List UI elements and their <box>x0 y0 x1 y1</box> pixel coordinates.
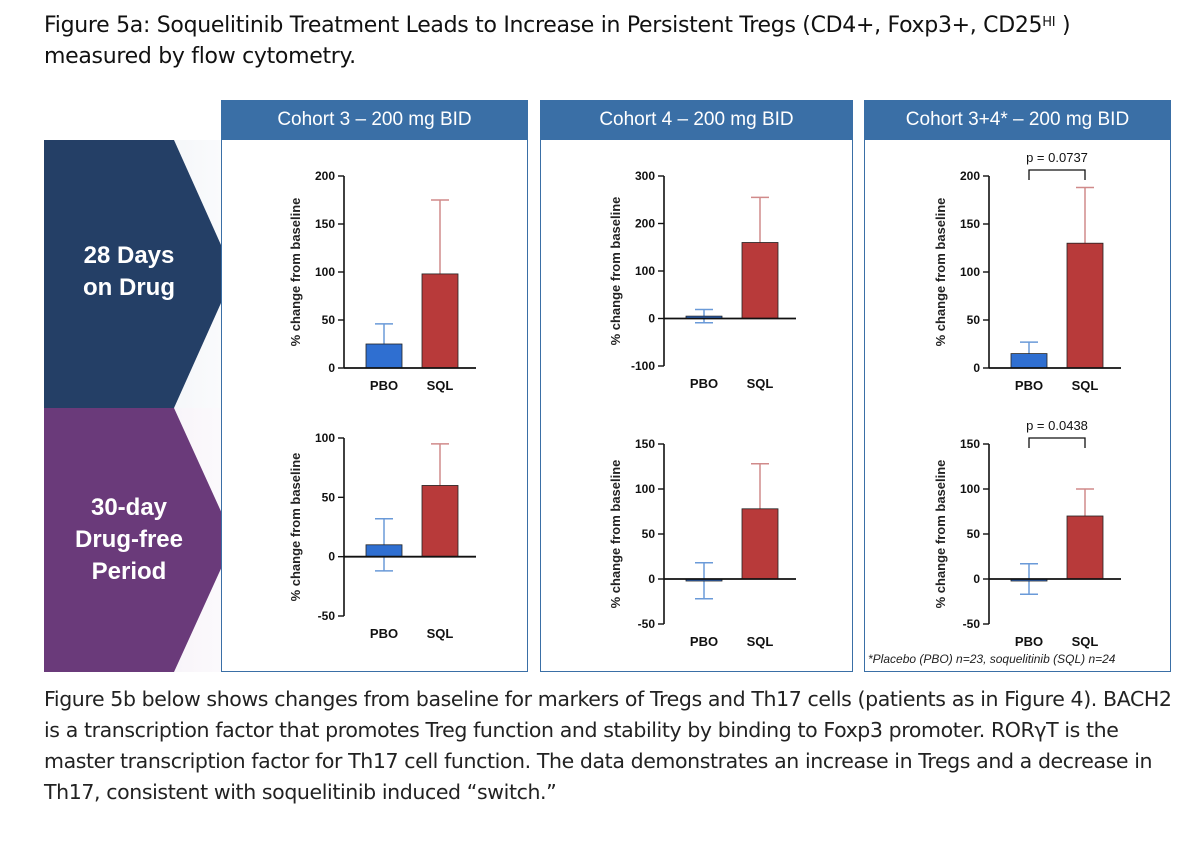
row-label-drug-free: 30-day Drug-free Period <box>44 492 214 588</box>
y-tick-label: 50 <box>642 527 656 541</box>
y-tick-label: 0 <box>973 572 980 586</box>
x-tick-label-pbo: PBO <box>370 378 398 393</box>
y-tick-label: 0 <box>973 361 980 375</box>
row-label-line: 28 Days <box>83 242 175 269</box>
bar-sql <box>1066 242 1104 369</box>
p-value-label: p = 0.0438 <box>1026 418 1088 433</box>
y-axis-label: % change from baseline <box>608 197 623 346</box>
x-tick-label-pbo: PBO <box>690 376 718 391</box>
y-axis-label: % change from baseline <box>288 198 303 347</box>
y-tick-label: 50 <box>322 313 336 327</box>
figure-title-close: ) <box>1055 13 1071 38</box>
figure-title-line2: measured by flow cytometry. <box>44 44 356 69</box>
row-label-line: on Drug <box>83 274 175 301</box>
bar-sql <box>741 508 779 580</box>
y-tick-label: 200 <box>635 217 655 231</box>
y-tick-label: 150 <box>315 217 335 231</box>
y-tick-label: 100 <box>315 265 335 279</box>
y-tick-label: 100 <box>635 482 655 496</box>
y-tick-label: 100 <box>635 264 655 278</box>
x-tick-label-pbo: PBO <box>1015 634 1043 649</box>
bar-chart-cohort-4-drug-free: % change from baseline -50 0 50 100 150 PBO SQL <box>608 437 796 649</box>
y-tick-label: 200 <box>960 169 980 183</box>
x-tick-label-sql: SQL <box>747 634 774 649</box>
y-tick-label: 150 <box>960 217 980 231</box>
y-axis-label: % change from baseline <box>933 198 948 347</box>
y-tick-label: 150 <box>635 437 655 451</box>
bar-sql <box>421 485 459 558</box>
figure-panel-area: 28 Days on Drug 30-day Drug-free Period … <box>44 100 1174 675</box>
row-label-line: 30-day <box>90 494 168 521</box>
y-axis-label: % change from baseline <box>933 460 948 609</box>
y-tick-label: -50 <box>638 617 656 631</box>
column-header-cohort-3-4: Cohort 3+4* – 200 mg BID <box>864 100 1171 140</box>
x-tick-label-sql: SQL <box>1072 378 1099 393</box>
y-tick-label: -100 <box>631 359 655 373</box>
bar-sql <box>421 273 459 369</box>
x-tick-label-sql: SQL <box>427 378 454 393</box>
y-axis-label: % change from baseline <box>288 453 303 602</box>
bar-chart-cohort-3-drug-free: % change from baseline -50 0 50 100 PBO SQL <box>288 431 476 641</box>
column-frame-cohort-4 <box>540 140 853 672</box>
row-label-line: Drug-free <box>74 526 183 553</box>
bar-pbo <box>365 343 403 369</box>
y-tick-label: 200 <box>315 169 335 183</box>
y-axis-label: % change from baseline <box>608 460 623 609</box>
figure-title-main: Figure 5a: Soquelitinib Treatment Leads … <box>44 13 1043 38</box>
x-tick-label-sql: SQL <box>427 626 454 641</box>
significance-bracket <box>1028 169 1086 180</box>
y-tick-label: -50 <box>963 617 981 631</box>
bar-chart-cohort-3-4-28-days: % change from baseline 0 50 100 150 200 PBO SQL… <box>933 150 1121 393</box>
column-header-cohort-3: Cohort 3 – 200 mg BID <box>221 100 528 140</box>
x-tick-label-pbo: PBO <box>690 634 718 649</box>
footnote: *Placebo (PBO) n=23, soquelitinib (SQL) … <box>868 652 1116 666</box>
y-tick-label: 0 <box>648 572 655 586</box>
x-tick-label-sql: SQL <box>1072 634 1099 649</box>
row-label-28-days: 28 Days on Drug <box>44 240 214 304</box>
bar-pbo <box>1010 353 1048 369</box>
column-frame-cohort-3-4 <box>864 140 1171 672</box>
x-tick-label-pbo: PBO <box>1015 378 1043 393</box>
y-tick-label: 100 <box>960 265 980 279</box>
significance-bracket <box>1028 437 1086 448</box>
bar-chart-cohort-3-4-drug-free: % change from baseline -50 0 50 100 150 PBO SQL… <box>933 418 1121 649</box>
figure-title: Figure 5a: Soquelitinib Treatment Leads … <box>44 10 1174 72</box>
y-tick-label: 0 <box>648 312 655 326</box>
y-tick-label: 50 <box>967 527 981 541</box>
y-tick-label: 0 <box>328 550 335 564</box>
bar-sql <box>741 242 779 319</box>
figure-title-superscript: HI <box>1042 15 1056 30</box>
row-label-line: Period <box>91 558 167 585</box>
bar-chart-cohort-3-28-days: % change from baseline 0 50 100 150 200 PBO SQL <box>288 169 476 393</box>
y-tick-label: 50 <box>967 313 981 327</box>
y-tick-label: 0 <box>328 361 335 375</box>
bar-chart-cohort-4-28-days: % change from baseline -100 0 100 200 300 PBO S… <box>608 169 796 391</box>
y-tick-label: 50 <box>322 490 336 504</box>
bar-pbo <box>365 544 403 558</box>
y-tick-label: 100 <box>960 482 980 496</box>
p-value-label: p = 0.0737 <box>1026 150 1088 165</box>
x-tick-label-pbo: PBO <box>370 626 398 641</box>
figure-caption: Figure 5b below shows changes from basel… <box>44 687 1172 804</box>
column-header-cohort-4: Cohort 4 – 200 mg BID <box>540 100 853 140</box>
y-tick-label: 150 <box>960 437 980 451</box>
bar-sql <box>1066 515 1104 580</box>
y-tick-label: 300 <box>635 169 655 183</box>
y-tick-label: 100 <box>315 431 335 445</box>
column-frame-cohort-3 <box>221 140 528 672</box>
y-tick-label: -50 <box>318 609 336 623</box>
x-tick-label-sql: SQL <box>747 376 774 391</box>
